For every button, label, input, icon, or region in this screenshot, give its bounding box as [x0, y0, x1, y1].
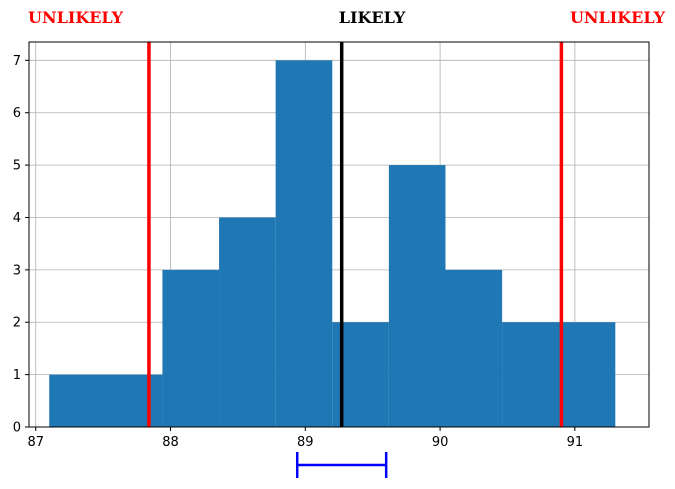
histogram-bar [49, 374, 163, 427]
histogram-bars [49, 60, 616, 427]
reference-lines [147, 42, 564, 427]
histogram-bar [275, 60, 333, 427]
histogram-bar [388, 165, 446, 427]
x-tick-label: 87 [27, 435, 44, 450]
y-tick-label: 6 [13, 106, 21, 121]
y-tick-label: 5 [13, 159, 21, 174]
x-tick-label: 88 [162, 435, 179, 450]
y-tick-label: 3 [13, 263, 21, 278]
histogram-bar [502, 322, 616, 427]
x-tick-label: 91 [567, 435, 584, 450]
x-axis-ticks: 87 88 89 90 91 [27, 427, 583, 450]
annotation-unlikely-right: UNLIKELY [570, 8, 666, 27]
histogram-bar [445, 269, 503, 427]
x-tick-label: 89 [297, 435, 314, 450]
annotation-likely: LIKELY [339, 8, 406, 27]
y-tick-label: 0 [13, 421, 21, 436]
y-tick-label: 2 [13, 316, 21, 331]
x-tick-label: 90 [432, 435, 449, 450]
y-tick-label: 7 [13, 54, 21, 69]
y-axis-ticks: 0 1 2 3 4 5 6 7 [13, 54, 29, 436]
histogram-bar [219, 217, 276, 427]
annotation-unlikely-left: UNLIKELY [28, 8, 124, 27]
y-tick-label: 4 [13, 211, 21, 226]
histogram-bar [162, 269, 220, 427]
interval-indicator [295, 452, 388, 478]
y-tick-label: 1 [13, 368, 21, 383]
plot-frame [28, 41, 650, 428]
